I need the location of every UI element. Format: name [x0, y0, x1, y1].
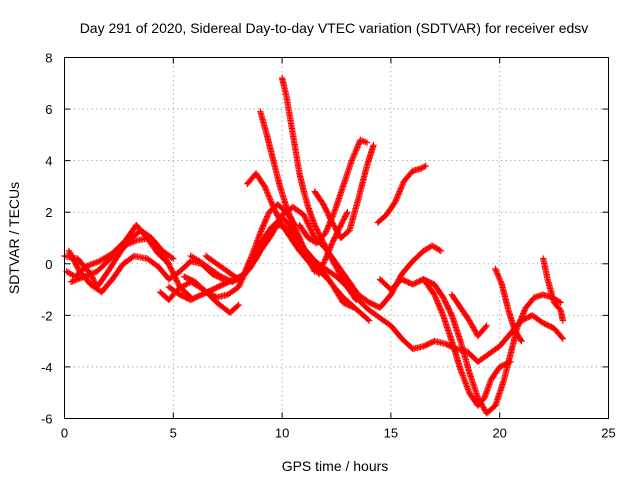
axis-ticks: 0 5 10 15 20 25 -6 -4 -2 0 2 4 6 8: [41, 51, 616, 441]
y-tick-label: 2: [45, 205, 52, 220]
y-tick-label: 0: [45, 257, 52, 272]
series-track-17: [376, 276, 564, 417]
x-tick-label: 15: [384, 426, 398, 441]
x-tick-label: 10: [275, 426, 289, 441]
y-tick-label: -4: [41, 360, 53, 375]
series-track-15: [311, 142, 377, 242]
marker-trace: [420, 276, 514, 409]
series-track-21: [540, 255, 566, 324]
y-tick-label: -6: [41, 412, 53, 427]
marker-trace: [492, 265, 525, 345]
marker-trace: [67, 234, 177, 285]
marker-trace: [311, 142, 377, 242]
series-track-18: [420, 276, 514, 409]
y-tick-label: -2: [41, 308, 53, 323]
series-track-13: [296, 136, 371, 247]
marker-trace: [448, 291, 490, 340]
marker-trace: [296, 136, 371, 247]
x-tick-label: 0: [61, 426, 68, 441]
marker-trace: [374, 162, 429, 226]
y-tick-label: 6: [45, 102, 52, 117]
y-tick-label: 4: [45, 154, 52, 169]
y-tick-label: 8: [45, 51, 52, 66]
data-points: [61, 74, 566, 417]
series-track-16: [374, 162, 429, 226]
marker-trace: [376, 276, 564, 417]
x-tick-label: 20: [492, 426, 506, 441]
plot-frame: [64, 57, 609, 419]
chart-title: Day 291 of 2020, Sidereal Day-to-day VTE…: [80, 20, 589, 36]
series-track-4: [67, 234, 177, 285]
y-axis-label: SDTVAR / TECUs: [6, 182, 22, 294]
series-track-20: [492, 265, 525, 345]
x-tick-label: 5: [170, 426, 177, 441]
marker-trace: [540, 255, 566, 324]
x-tick-label: 25: [601, 426, 615, 441]
x-axis-label: GPS time / hours: [282, 458, 389, 474]
series-track-19: [448, 291, 490, 340]
